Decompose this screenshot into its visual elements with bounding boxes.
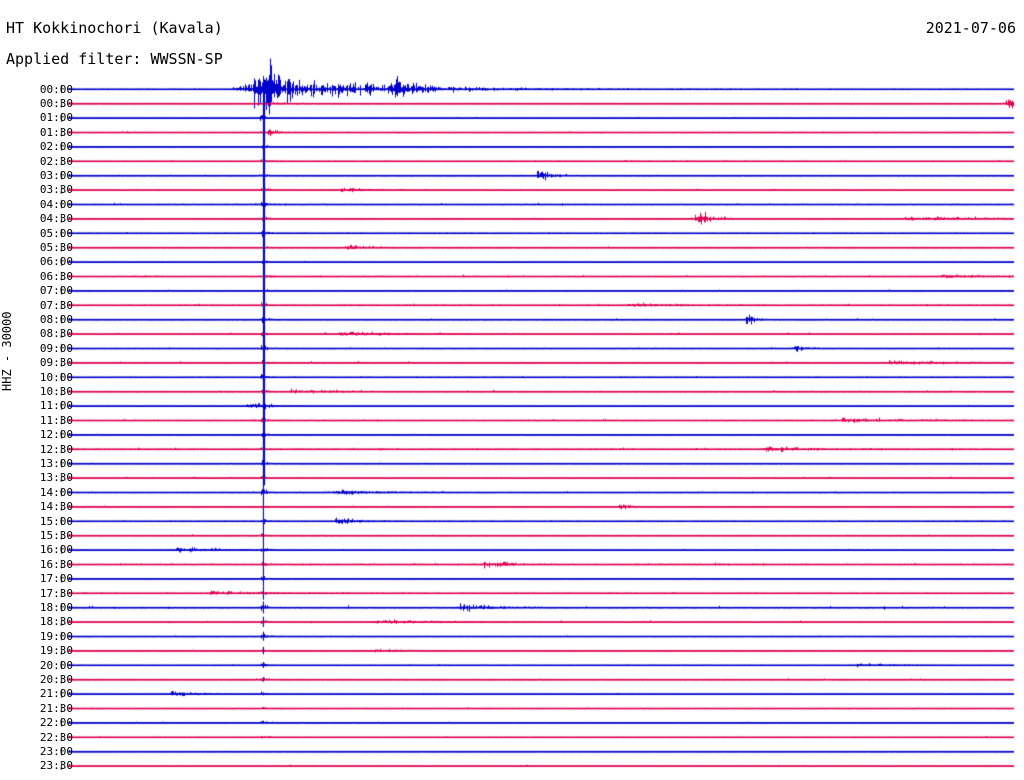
time-label-2030: 20:30 bbox=[39, 672, 73, 686]
time-label-0900: 09:00 bbox=[39, 341, 73, 355]
time-label-1630: 16:30 bbox=[39, 557, 73, 571]
time-label-1330: 13:30 bbox=[39, 471, 73, 485]
time-label-1800: 18:00 bbox=[39, 600, 73, 614]
time-label-1600: 16:00 bbox=[39, 543, 73, 557]
time-label-1100: 11:00 bbox=[39, 399, 73, 413]
time-label-1430: 14:30 bbox=[39, 500, 73, 514]
time-label-0400: 04:00 bbox=[39, 197, 73, 211]
time-label-2330: 23:30 bbox=[39, 759, 73, 773]
time-label-0730: 07:30 bbox=[39, 298, 73, 312]
time-label-1900: 19:00 bbox=[39, 629, 73, 643]
time-label-0800: 08:00 bbox=[39, 312, 73, 326]
time-label-1230: 12:30 bbox=[39, 442, 73, 456]
time-label-0700: 07:00 bbox=[39, 284, 73, 298]
time-label-0430: 04:30 bbox=[39, 212, 73, 226]
time-label-0500: 05:00 bbox=[39, 226, 73, 240]
time-label-2300: 23:00 bbox=[39, 744, 73, 758]
time-label-0330: 03:30 bbox=[39, 183, 73, 197]
time-label-0200: 02:00 bbox=[39, 140, 73, 154]
time-label-0300: 03:00 bbox=[39, 168, 73, 182]
time-label-0130: 01:30 bbox=[39, 125, 73, 139]
time-label-0230: 02:30 bbox=[39, 154, 73, 168]
time-label-1000: 10:00 bbox=[39, 370, 73, 384]
time-label-0930: 09:30 bbox=[39, 356, 73, 370]
time-label-1130: 11:30 bbox=[39, 413, 73, 427]
time-label-0830: 08:30 bbox=[39, 327, 73, 341]
time-label-2200: 22:00 bbox=[39, 716, 73, 730]
time-label-1500: 15:00 bbox=[39, 514, 73, 528]
time-label-0000: 00:00 bbox=[39, 82, 73, 96]
time-label-1930: 19:30 bbox=[39, 644, 73, 658]
time-label-2100: 21:00 bbox=[39, 687, 73, 701]
time-label-0530: 05:30 bbox=[39, 240, 73, 254]
time-label-1530: 15:30 bbox=[39, 528, 73, 542]
time-label-2230: 22:30 bbox=[39, 730, 73, 744]
time-label-1830: 18:30 bbox=[39, 615, 73, 629]
time-label-0030: 00:30 bbox=[39, 96, 73, 110]
time-label-1730: 17:30 bbox=[39, 586, 73, 600]
time-label-2130: 21:30 bbox=[39, 701, 73, 715]
time-label-2000: 20:00 bbox=[39, 658, 73, 672]
time-label-1300: 13:00 bbox=[39, 456, 73, 470]
time-label-0600: 06:00 bbox=[39, 255, 73, 269]
time-label-1200: 12:00 bbox=[39, 428, 73, 442]
time-label-1400: 14:00 bbox=[39, 485, 73, 499]
time-label-1030: 10:30 bbox=[39, 384, 73, 398]
time-label-1700: 17:00 bbox=[39, 572, 73, 586]
time-label-0100: 01:00 bbox=[39, 111, 73, 125]
time-label-0630: 06:30 bbox=[39, 269, 73, 283]
